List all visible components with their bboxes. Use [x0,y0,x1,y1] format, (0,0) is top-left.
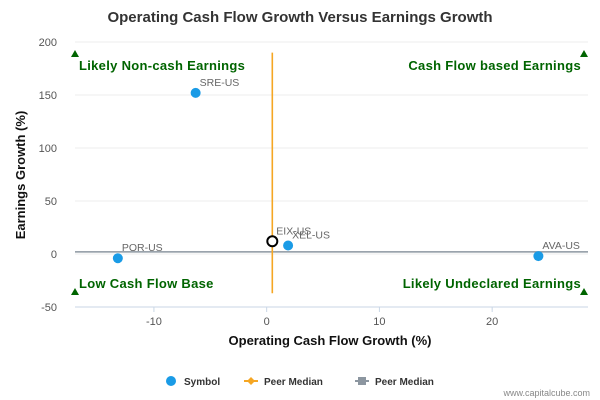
quadrant-label-bottom-right: Likely Undeclared Earnings [403,276,581,291]
legend-label: Symbol [184,377,220,388]
quadrant-label-bottom-left: Low Cash Flow Base [79,276,214,291]
quadrant-triangle-icon [580,288,588,295]
legend-square-marker [358,377,366,385]
data-point-label: POR-US [122,242,163,254]
data-point-label: SRE-US [200,77,240,89]
quadrant-triangle-icon [71,50,79,57]
median-lines [75,52,588,294]
y-tick-label: 150 [39,90,57,102]
legend: Symbol Peer Median Peer Median [166,376,434,388]
y-axis-title: Earnings Growth (%) [13,111,28,240]
data-point-label: XEL-US [292,230,330,242]
legend-diamond-marker [247,377,255,385]
data-point [533,251,544,262]
x-tick-label: 10 [373,316,385,328]
data-point-highlight [266,235,279,248]
data-point-label: AVA-US [542,240,580,252]
data-point [283,240,294,251]
y-tick-label: 50 [45,196,57,208]
quadrant-label-top-left: Likely Non-cash Earnings [79,58,245,73]
x-tick-label: -10 [146,316,162,328]
quadrant-triangle-icon [71,288,79,295]
data-point [112,253,123,264]
legend-symbol-marker [166,376,176,386]
chart-title: Operating Cash Flow Growth Versus Earnin… [107,9,492,26]
plot-area [75,42,588,307]
quadrant-label-top-right: Cash Flow based Earnings [408,58,581,73]
credit-text: www.capitalcube.com [502,388,590,398]
legend-label: Peer Median [264,377,323,388]
x-axis-title: Operating Cash Flow Growth (%) [229,333,432,348]
legend-label: Peer Median [375,377,434,388]
grid [75,41,588,308]
y-tick-label: -50 [41,302,57,314]
quadrant-triangle-icon [580,50,588,57]
y-tick-label: 0 [51,249,57,261]
data-point-label: EIX-US [276,225,311,237]
y-tick-label: 200 [39,37,57,49]
axes: -50 0 50 100 150 200 -10 0 10 20 [39,37,499,328]
y-tick-label: 100 [39,143,57,155]
x-tick-label: 0 [264,316,270,328]
data-point [190,87,201,98]
x-tick-label: 20 [486,316,498,328]
quadrant-labels: Likely Non-cash Earnings Cash Flow based … [71,50,588,295]
